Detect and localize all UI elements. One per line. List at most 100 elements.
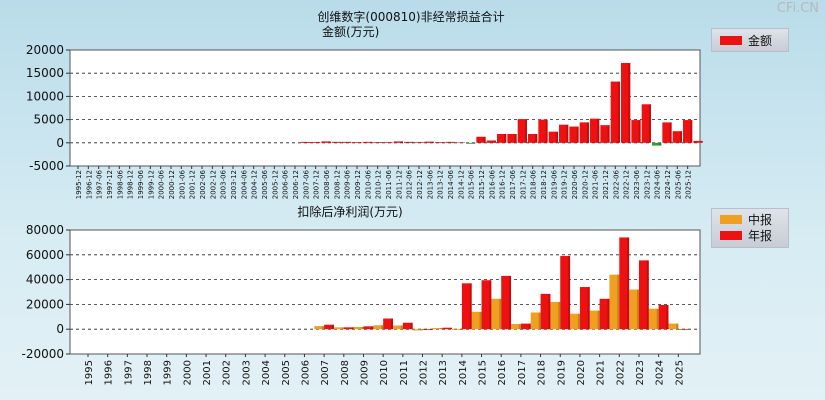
chart2-bar-interim-shade [577, 313, 580, 330]
chart2-bar-annual-fill [520, 323, 531, 330]
chart1-bar-fill [559, 124, 569, 143]
chart2-bar-annual [422, 329, 433, 330]
chart1-bar-fill [435, 142, 445, 143]
chart2-bar-interim [393, 325, 403, 330]
chart1-bar-fill [590, 118, 600, 143]
chart1-bar-shade [411, 141, 414, 143]
chart1-xtick-label: 2007-12 [313, 170, 321, 199]
chart2-bar-annual-fill [658, 305, 669, 330]
chart1-bar-fill [610, 81, 620, 143]
chart2-xtick-label: 2020 [576, 360, 587, 385]
chart1-bar [331, 141, 341, 143]
legend-label-annual: 年报 [748, 228, 773, 243]
chart1-bar [672, 131, 682, 143]
chart2-bar-interim [668, 323, 679, 330]
chart2-bar-interim [432, 327, 443, 330]
chart1-xtick-label: 2013-12 [437, 170, 445, 199]
chart2-xtick-label: 2011 [399, 360, 410, 385]
chart2-bar-interim-shade [518, 323, 521, 330]
chart2-xtick-label: 1998 [143, 360, 154, 385]
chart2-bar-interim-fill [412, 329, 423, 331]
chart1-xtick-label: 2019-12 [561, 170, 569, 199]
chart1-bar-shade [617, 81, 620, 143]
chart2-title: 扣除后净利润(万元) [297, 204, 402, 219]
chart2-bar-annual-shade [587, 287, 590, 330]
chart2-bar-annual [324, 324, 334, 330]
chart1-xtick-label: 2014-06 [447, 169, 455, 199]
chart2-bar-interim-fill [629, 289, 639, 330]
chart2-bar-annual-shade [489, 280, 492, 330]
chart2-bar-annual [461, 283, 472, 330]
chart2-bar-interim [609, 274, 620, 330]
chart1-bar-fill [342, 141, 352, 143]
chart1-ytick-label: -5000 [29, 159, 64, 173]
chart1-xtick-label: 2021-12 [602, 170, 610, 199]
chart1-xtick-label: 2019-06 [550, 169, 558, 199]
chart1-bar [538, 119, 548, 143]
chart2-bar-annual-fill [599, 298, 610, 330]
legend-item-annual[interactable]: 年报 [712, 227, 788, 243]
chart1-xtick-label: 2003-06 [220, 169, 228, 199]
chart1-bar-shade [369, 141, 372, 143]
chart1-bar-fill [693, 140, 703, 143]
chart1-bar [445, 141, 455, 143]
chart2-bar-annual-shade [607, 298, 610, 330]
chart1-bar [424, 141, 434, 143]
chart2-xtick-label: 2025 [674, 360, 685, 385]
legend-item-amount[interactable]: 金额 [712, 32, 772, 48]
chart1-xtick-label: 1996-12 [85, 170, 93, 199]
chart1-xtick-label: 2000-06 [158, 169, 166, 199]
chart2-ytick-label: 0 [56, 322, 64, 336]
chart1-xtick-label: 2010-12 [375, 170, 383, 199]
legend-item-interim[interactable]: 中报 [712, 211, 788, 227]
chart1-bar-fill [631, 120, 641, 143]
chart2-bar-interim [589, 310, 600, 330]
chart1-bar [414, 142, 424, 143]
chart1-ytick-label: 15000 [26, 66, 64, 80]
chart1-bar [393, 141, 403, 143]
chart2-bar-interim [452, 329, 462, 330]
chart1-xtick-label: 2015-06 [468, 169, 476, 199]
chart1-ytick-label: 5000 [33, 113, 64, 127]
chart1-xtick-label: 2016-06 [488, 169, 496, 199]
chart1-bar-shade [431, 141, 434, 143]
chart1-bar-shade [514, 133, 517, 143]
chart2-bar-interim [648, 308, 659, 330]
chart2-bar-annual-shade [666, 305, 669, 330]
chart1-xtick-label: 1999-06 [137, 169, 145, 199]
chart2-xtick-label: 2004 [261, 360, 272, 385]
chart2-bar-interim-shade [381, 325, 384, 330]
chart2-bar-annual [343, 327, 354, 330]
chart2-bar-annual-fill [363, 326, 374, 330]
chart1-bar-shade [638, 120, 641, 143]
chart1-bar-fill [300, 141, 310, 143]
chart2-xtick-label: 2022 [615, 360, 626, 385]
chart1-xtick-label: 2010-06 [364, 169, 372, 199]
chart1-bar [569, 126, 579, 143]
chart2-xtick-label: 2001 [202, 360, 213, 385]
chart2-xtick-label: 2019 [556, 360, 567, 385]
chart1-bar-fill [652, 142, 662, 146]
chart2-bar-annual-fill [402, 322, 413, 330]
chart1-bar-shade [493, 140, 496, 143]
chart1-bar-shade [659, 142, 662, 146]
chart1-xtick-label: 1998-06 [116, 169, 124, 199]
chart2-bar-annual-shade [686, 329, 689, 330]
chart1-xtick-label: 2002-06 [199, 169, 207, 199]
chart1-bar-shade [328, 141, 331, 143]
chart2-bar-interim-fill [570, 313, 580, 330]
chart2-bar-interim-shade [420, 329, 423, 331]
chart1-bar-shade [555, 131, 558, 143]
chart1-bar [579, 122, 589, 143]
chart2-bar-interim-shade [676, 323, 679, 330]
chart1-bar-fill [497, 133, 507, 143]
chart1-ytick-label: 0 [56, 136, 64, 150]
chart1-bar-shade [359, 142, 362, 143]
chart1-xtick-label: 2005-12 [271, 170, 279, 199]
chart1-xtick-label: 2009-12 [354, 170, 362, 199]
chart2-bar-interim [333, 327, 344, 330]
chart1-ytick-label: 10000 [26, 89, 64, 103]
chart2-bar-interim-fill [668, 323, 679, 330]
chart2-bar-interim-fill [550, 301, 561, 330]
